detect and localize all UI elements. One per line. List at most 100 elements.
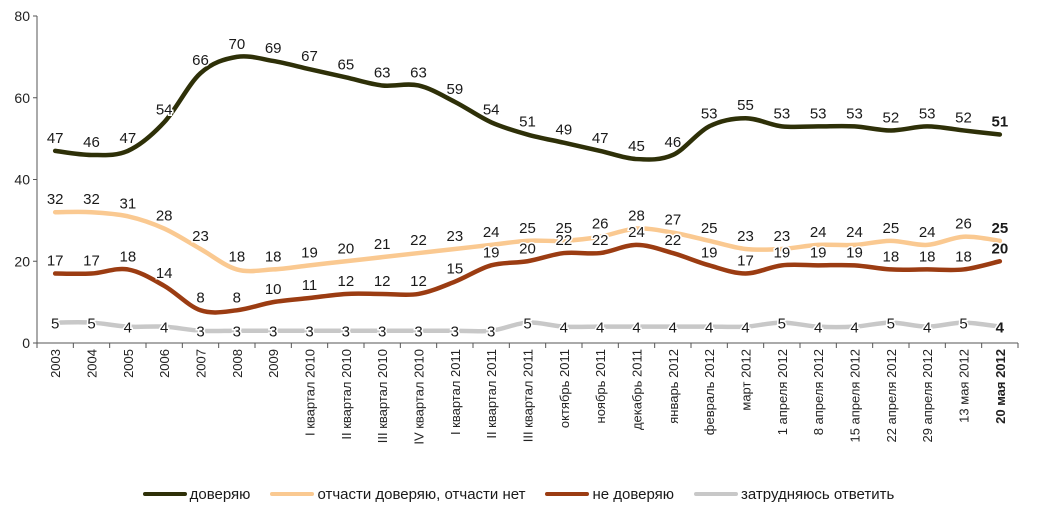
data-label: 3	[487, 324, 495, 341]
legend-item: отчасти доверяю, отчасти нет	[270, 486, 525, 503]
data-label: 5	[51, 316, 59, 333]
chart-axes: 0 20 40 60 80 2003 2004 2005 2006 2007 2008 2009 I к…	[14, 8, 1019, 445]
data-label: 46	[83, 134, 100, 151]
data-label: 22	[664, 232, 681, 249]
data-label: 15	[446, 261, 463, 278]
data-label: 24	[919, 224, 936, 241]
y-tick-label: 60	[14, 90, 30, 106]
data-label: 4	[632, 320, 640, 337]
legend-label: доверяю	[189, 485, 251, 503]
legend-label: отчасти доверяю, отчасти нет	[317, 485, 526, 503]
data-label: 28	[628, 208, 645, 225]
y-tick-label: 80	[14, 8, 30, 24]
legend-label: не доверяю	[592, 485, 675, 503]
data-label: 3	[269, 324, 277, 341]
data-label: 20	[991, 240, 1008, 257]
data-label: 52	[882, 109, 899, 126]
data-label: 31	[119, 195, 136, 212]
data-label: 12	[410, 273, 427, 290]
data-label: 19	[701, 244, 718, 261]
data-label: 11	[302, 277, 318, 294]
data-label: 4	[850, 320, 858, 337]
data-label: 8	[196, 289, 204, 306]
data-label: 4	[741, 320, 749, 337]
data-label: 59	[446, 81, 463, 98]
data-label: 51	[991, 114, 1008, 131]
legend-swatch	[694, 492, 739, 496]
legend-swatch	[142, 492, 187, 496]
x-tick-label: декабрь 2011	[630, 349, 645, 430]
data-label: 26	[955, 216, 972, 233]
data-label: 69	[265, 40, 282, 57]
data-label: 22	[592, 232, 609, 249]
data-label: 45	[628, 138, 645, 155]
data-label: 65	[337, 56, 354, 73]
x-tick-label: январь 2012	[666, 349, 681, 424]
x-tick-label: III квартал 2010	[375, 349, 390, 443]
data-label: 54	[156, 101, 173, 118]
data-label: 3	[196, 324, 204, 341]
data-label: 26	[592, 216, 609, 233]
x-tick-label: 29 апреля 2012	[920, 349, 935, 443]
data-label: 3	[451, 324, 459, 341]
x-tick-label: 2006	[157, 349, 172, 378]
x-tick-label: 13 мая 2012	[957, 349, 972, 423]
data-label: 12	[374, 273, 391, 290]
x-tick-label: октябрь 2011	[557, 349, 572, 428]
data-label: 5	[959, 316, 967, 333]
data-label: 18	[119, 248, 136, 265]
series-line	[52, 209, 1003, 274]
data-label: 19	[846, 244, 863, 261]
data-label: 66	[192, 52, 209, 69]
data-label: 47	[119, 130, 136, 147]
data-label: 17	[737, 253, 754, 270]
data-label: 4	[560, 320, 568, 337]
data-label: 19	[483, 244, 500, 261]
data-label: 52	[955, 109, 972, 126]
legend-swatch	[270, 492, 315, 496]
x-tick-label: март 2012	[739, 349, 754, 411]
data-label: 4	[160, 320, 168, 337]
data-label: 27	[664, 212, 681, 229]
data-label: 24	[846, 224, 863, 241]
x-tick-label: 2005	[121, 349, 136, 378]
data-label: 24	[810, 224, 827, 241]
data-label: 32	[47, 191, 64, 208]
x-tick-label: I квартал 2010	[303, 349, 318, 436]
y-tick-label: 0	[22, 335, 30, 351]
x-tick-label: II квартал 2010	[339, 349, 354, 440]
chart-legend: доверяю отчасти доверяю, отчасти нет не до…	[0, 481, 1037, 507]
data-label: 5	[887, 316, 895, 333]
data-label: 3	[233, 324, 241, 341]
data-label: 47	[47, 130, 64, 147]
data-label: 32	[83, 191, 100, 208]
series-line	[52, 320, 1003, 334]
data-label: 23	[773, 228, 790, 245]
x-tick-label: I квартал 2011	[448, 349, 463, 435]
data-label: 5	[778, 316, 786, 333]
data-label: 53	[701, 105, 718, 122]
data-label: 3	[378, 324, 386, 341]
x-tick-label: 22 апреля 2012	[884, 349, 899, 443]
y-tick-label: 20	[14, 253, 30, 269]
legend-swatch	[545, 492, 590, 496]
data-label: 18	[919, 248, 936, 265]
data-label: 63	[410, 64, 427, 81]
data-label: 54	[483, 101, 500, 118]
data-label: 22	[410, 232, 427, 249]
data-label: 12	[337, 273, 354, 290]
series-line	[52, 242, 1003, 315]
x-tick-label: 2003	[48, 349, 63, 378]
data-label: 20	[337, 240, 354, 257]
data-label: 19	[301, 244, 318, 261]
x-tick-label: 8 апреля 2012	[811, 349, 826, 435]
x-tick-label: 2004	[85, 349, 100, 378]
data-label: 4	[996, 320, 1005, 337]
data-label: 46	[664, 134, 681, 151]
x-tick-label: III квартал 2011	[521, 349, 536, 442]
data-label: 23	[737, 228, 754, 245]
data-label: 70	[228, 36, 245, 53]
data-label: 53	[846, 105, 863, 122]
data-label: 4	[124, 320, 132, 337]
data-label: 4	[814, 320, 822, 337]
